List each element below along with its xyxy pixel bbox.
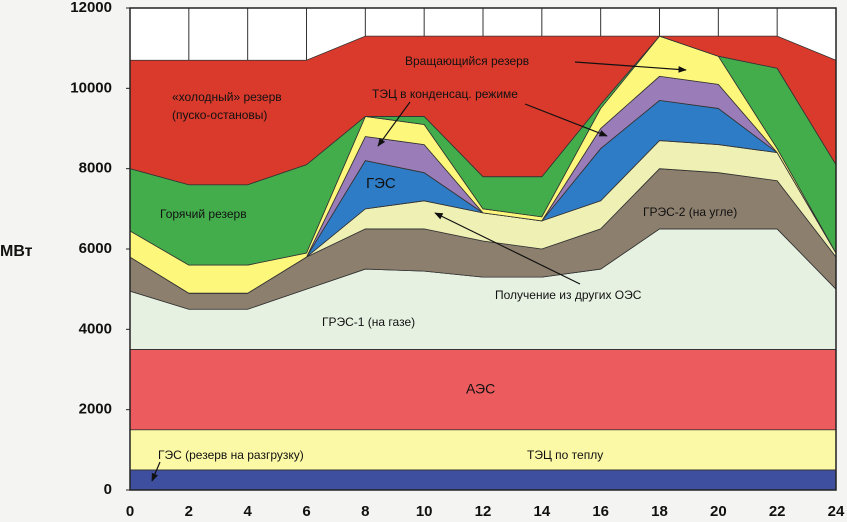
annotation: Вращающийся резерв [405, 54, 529, 68]
y-tick-label: 8000 [79, 160, 112, 177]
annotation: (пуско-остановы) [172, 108, 267, 122]
annotation: АЭС [466, 381, 495, 397]
x-tick-label: 12 [475, 503, 492, 520]
y-tick-label: 4000 [79, 320, 112, 337]
y-tick-label: 6000 [79, 240, 112, 257]
annotations: «холодный» резерв (пуско-остановы) Враща… [158, 54, 737, 462]
annotation: Получение из других ОЭС [495, 288, 642, 302]
x-tick-label: 4 [243, 503, 252, 520]
arrow [377, 101, 411, 147]
x-tick-label: 10 [416, 503, 433, 520]
arrows [151, 61, 687, 482]
arrow [434, 212, 581, 285]
annotation: ГЭС (резерв на разгрузку) [158, 448, 304, 462]
x-tick-label: 20 [710, 503, 727, 520]
y-axis-label: МВт [0, 243, 33, 260]
annotation: ГРЭС-2 (на угле) [643, 205, 737, 219]
arrow [151, 461, 161, 482]
x-tick-label: 8 [361, 503, 369, 520]
arrow [524, 103, 608, 137]
annotation: ГРЭС-1 (на газе) [322, 315, 415, 329]
x-tick-label: 24 [828, 503, 845, 520]
area [129, 469, 837, 491]
annotation: ГЭС [366, 175, 396, 192]
x-tick-label: 22 [769, 503, 786, 520]
y-tick-label: 2000 [79, 401, 112, 418]
x-tick-label: 14 [533, 503, 550, 520]
annotation: Горячий резерв [160, 207, 247, 221]
y-tick-label: 12000 [70, 0, 112, 16]
x-tick-label: 2 [185, 503, 193, 520]
annotation: «холодный» резерв [172, 90, 282, 104]
x-tick-label: 0 [126, 503, 134, 520]
y-tick-label: 10000 [70, 79, 112, 96]
x-tick-label: 6 [302, 503, 310, 520]
annotation: ТЭЦ в конденсац. режиме [372, 87, 518, 101]
y-tick-label: 0 [104, 481, 112, 498]
arrow [574, 61, 687, 73]
x-tick-label: 18 [651, 503, 668, 520]
x-tick-label: 16 [592, 503, 609, 520]
annotation: ТЭЦ по теплу [527, 448, 603, 462]
